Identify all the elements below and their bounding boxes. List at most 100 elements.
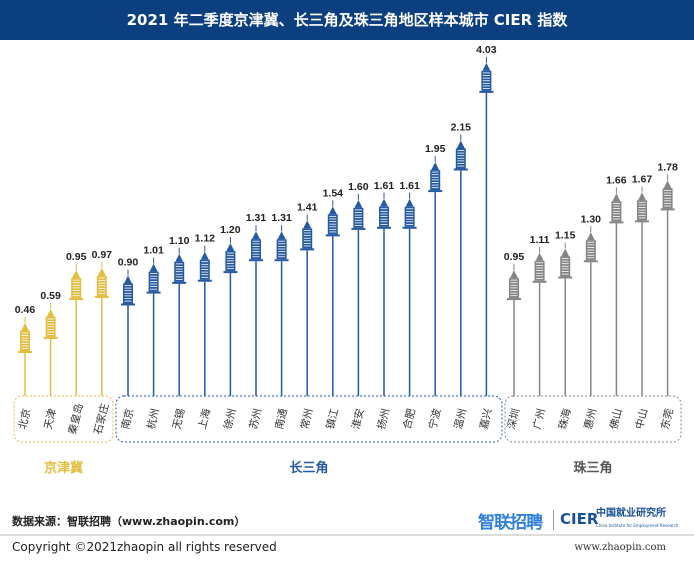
bar: 1.60 淮安 <box>348 181 369 431</box>
category-label: 石家庄 <box>91 402 111 436</box>
bar: 0.46 北京 <box>15 304 36 431</box>
bar: 1.31 南通 <box>271 212 292 430</box>
building-icon <box>635 186 649 223</box>
building-icon <box>146 257 161 294</box>
category-label: 中山 <box>633 407 651 431</box>
bar: 0.97 石家庄 <box>91 249 112 436</box>
bar: 1.78 东莞 <box>657 161 678 430</box>
category-label: 佛山 <box>607 407 625 431</box>
building-icon <box>69 264 84 301</box>
category-label: 合肥 <box>400 407 418 431</box>
data-label: 1.01 <box>143 245 164 257</box>
bar: 0.95 秦皇岛 <box>66 251 87 436</box>
data-label: 1.66 <box>606 174 627 186</box>
copyright: Copyright ©2021zhaopin all rights reserv… <box>12 540 277 554</box>
bar: 0.90 南京 <box>118 256 139 430</box>
data-label: 1.30 <box>581 213 602 225</box>
group-box <box>115 395 503 443</box>
data-source: 数据来源：智联招聘（www.zhaopin.com） <box>12 515 246 528</box>
category-label: 常州 <box>298 407 316 431</box>
building-icon <box>402 192 417 229</box>
bar: 4.03 嘉兴 <box>476 44 497 431</box>
data-label: 1.78 <box>657 161 678 173</box>
category-label: 无锡 <box>170 407 188 431</box>
building-icon <box>583 226 598 263</box>
building-icon <box>300 214 315 251</box>
bar: 1.41 常州 <box>297 201 318 430</box>
cier-logo-en: China Institute for Employment Research <box>596 523 679 528</box>
group-label: 长三角 <box>289 460 328 476</box>
bar: 1.61 扬州 <box>374 180 395 431</box>
bar: 0.59 天津 <box>40 290 61 431</box>
bar: 1.31 苏州 <box>246 212 267 430</box>
data-label: 0.46 <box>15 304 36 316</box>
bar: 1.20 徐州 <box>220 224 241 431</box>
category-label: 秦皇岛 <box>66 402 86 436</box>
data-label: 1.20 <box>220 224 241 236</box>
bar: 1.11 广州 <box>530 234 550 431</box>
category-label: 东莞 <box>658 407 676 431</box>
category-label: 南京 <box>119 407 137 431</box>
group-label: 京津冀 <box>44 460 83 476</box>
category-label: 惠州 <box>581 407 599 431</box>
building-icon <box>43 302 58 339</box>
bar: 1.67 中山 <box>632 173 653 430</box>
data-label: 0.97 <box>92 249 113 261</box>
data-label: 1.12 <box>195 233 216 245</box>
chart-title: 2021 年二季度京津冀、长三角及珠三角地区样本城市 CIER 指数 <box>0 0 694 40</box>
building-icon <box>479 56 494 93</box>
category-label: 天津 <box>42 407 59 431</box>
category-label: 扬州 <box>375 407 393 431</box>
group-box <box>504 395 682 443</box>
zhaopin-logo: 智联招聘 <box>478 513 543 533</box>
category-label: 上海 <box>195 407 213 431</box>
building-icon <box>223 237 238 274</box>
data-label: 1.31 <box>271 212 292 224</box>
building-icon <box>609 187 624 224</box>
category-label: 深圳 <box>506 407 523 430</box>
data-label: 1.11 <box>530 234 550 246</box>
building-icon <box>18 317 32 353</box>
category-label: 嘉兴 <box>477 407 495 431</box>
data-label: 1.67 <box>632 173 653 185</box>
building-icon <box>172 247 187 284</box>
category-label: 北京 <box>16 407 34 431</box>
building-icon <box>197 245 212 282</box>
data-label: 1.95 <box>425 143 446 155</box>
building-icon <box>558 242 573 279</box>
category-label: 珠海 <box>556 407 574 431</box>
cier-logo: CIER <box>560 510 599 528</box>
data-label: 1.60 <box>348 181 369 193</box>
bar: 1.95 宁波 <box>425 143 446 431</box>
bar: 1.15 珠海 <box>555 229 576 430</box>
data-label: 1.10 <box>169 235 190 247</box>
category-label: 苏州 <box>247 407 265 431</box>
building-icon <box>428 156 443 193</box>
building-icon <box>507 264 521 301</box>
cier-logo-cn: 中国就业研究所 <box>596 508 666 519</box>
category-label: 镇江 <box>323 407 341 431</box>
data-label: 1.54 <box>323 187 344 199</box>
data-label: 1.61 <box>399 180 420 192</box>
building-icon <box>377 192 391 229</box>
building-icon <box>453 134 468 171</box>
bar: 2.15 温州 <box>451 121 472 430</box>
bar: 1.66 佛山 <box>606 174 627 430</box>
footer-divider <box>0 534 694 536</box>
footer-url: www.zhaopin.com <box>574 542 666 553</box>
group-box <box>13 395 114 443</box>
building-icon <box>325 200 340 237</box>
data-label: 1.31 <box>246 212 267 224</box>
bar: 1.54 镇江 <box>323 187 344 430</box>
building-icon <box>94 261 109 298</box>
data-label: 0.95 <box>504 251 525 263</box>
data-label: 1.15 <box>555 229 576 241</box>
category-label: 徐州 <box>221 407 239 431</box>
building-icon <box>249 225 263 262</box>
category-label: 广州 <box>531 407 548 430</box>
data-label: 0.95 <box>66 251 87 263</box>
data-label: 1.41 <box>297 201 318 213</box>
building-icon <box>532 246 547 283</box>
category-label: 南通 <box>272 407 290 431</box>
